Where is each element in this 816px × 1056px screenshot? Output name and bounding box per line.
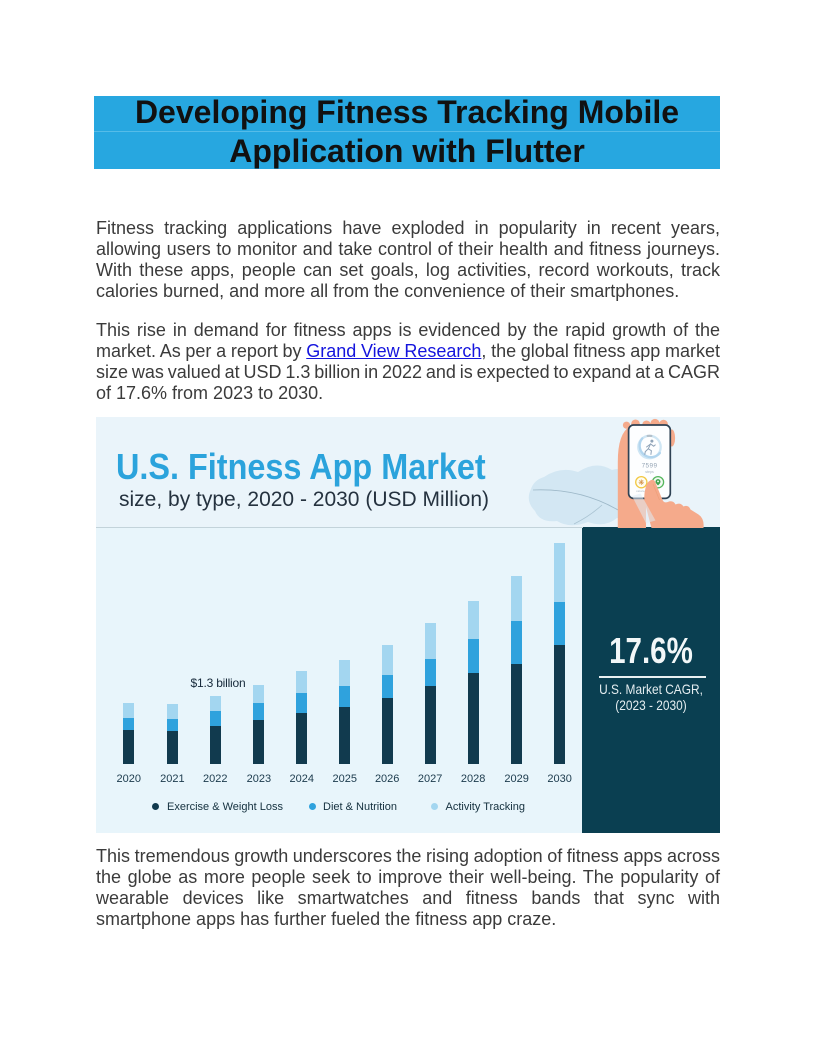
svg-text:calories: calories — [636, 489, 647, 493]
svg-text:steps: steps — [645, 470, 654, 474]
svg-text:7599: 7599 — [642, 463, 658, 470]
